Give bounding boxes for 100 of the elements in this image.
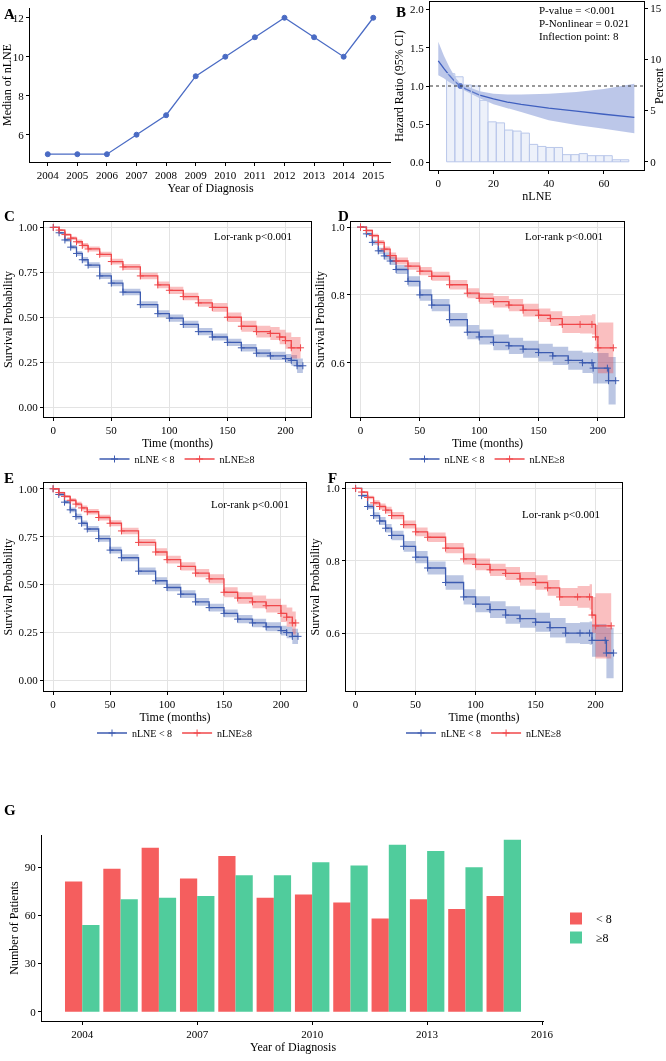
bar [120,899,138,1012]
y-axis-title: Median of nLNE [0,44,14,126]
y-tick-label: 0.00 [18,400,39,413]
y-tick-label: 0.50 [18,311,39,324]
chart-title: G [4,802,16,818]
point [587,358,596,367]
annotation: Lor-rank p<0.001 [211,498,290,510]
point [589,364,598,373]
point [44,151,51,158]
point [237,343,246,352]
y-tick-label: 0.25 [18,626,39,639]
bar [448,908,466,1012]
point [136,271,145,280]
x-axis-title: Time (months) [448,710,520,725]
x-tick-label: 2007 [186,1028,209,1041]
bar [82,925,100,1012]
point [194,298,203,307]
point [501,569,510,578]
point [427,301,436,310]
point [311,34,318,41]
y-tick-label: 90 [24,861,37,873]
bar [312,862,330,1012]
point [564,356,573,365]
x-tick-label: 50 [104,698,117,711]
y-tick-label: 0.6 [326,626,341,639]
y-tick-label: 0.75 [18,530,39,543]
x-tick-label: 50 [414,424,426,437]
bar [371,918,389,1012]
point [441,544,450,553]
x-tick-label: 2007 [125,169,149,182]
point [118,288,127,297]
x-tick-label: 200 [277,424,295,437]
point [392,257,401,265]
x-tick-label: 200 [272,698,290,711]
point [66,243,75,252]
point [118,262,127,271]
point [423,533,432,542]
bar [218,855,236,1012]
legend-label: nLNE < 8 [132,727,173,739]
y-tick-label: 0.50 [18,578,39,591]
point [163,555,172,564]
point [576,629,584,638]
x-tick-label: 2010 [214,169,237,182]
point [233,594,242,603]
point [546,623,554,632]
bar [141,847,159,1012]
legend-label: nLNE≥8 [526,727,562,739]
annotation: P-Nonlinear = 0.021 [539,17,630,29]
point [219,588,228,597]
x-tick-label: 200 [587,698,605,711]
point [576,320,585,329]
chart-title: A [4,6,15,22]
bar [294,894,313,1012]
point [219,609,228,618]
point [611,376,620,385]
y-tick-label: 1.00 [18,482,39,495]
point [555,592,564,601]
point [60,235,69,244]
chart-title: B [396,4,407,20]
point [463,289,472,298]
point [471,600,480,609]
bar [503,839,522,1012]
x-tick-label: 2004 [36,169,60,182]
bar [103,868,121,1012]
x-tick-label: 150 [527,698,545,711]
point [294,632,303,641]
y-tick-label: 0.75 [18,266,39,279]
y-tick-label: 1.5 [410,41,425,54]
point [163,112,170,119]
annotation: Inflection point: 8 [539,30,619,42]
x-tick-label: 50 [105,424,118,437]
point [531,618,540,627]
point [77,519,86,528]
point [591,621,600,630]
y-tick-label: 8 [18,89,25,102]
x-tick-label: 60 [598,177,610,190]
bar [350,865,368,1012]
x-tick-label: 2005 [66,169,89,182]
point [423,564,432,573]
point [83,525,92,534]
x-tick-label: 2016 [531,1028,554,1041]
bar [197,896,215,1012]
legend-label: < 8 [596,912,612,927]
point [281,14,288,21]
y-tick-label: 10 [12,50,25,63]
point [399,542,408,551]
legend-label: nLNE≥8 [217,727,253,739]
y-tick-label: 0.8 [326,554,341,567]
x-tick-label: 50 [410,698,422,711]
point [340,53,347,60]
point [296,343,305,352]
bar [465,867,483,1012]
x-tick-label: 150 [219,424,237,437]
x-tick-label: 2004 [71,1028,94,1041]
point [486,605,494,614]
y-tick-label: 1.00 [18,221,39,234]
bar [273,875,292,1012]
y-tick-label: 2.0 [410,3,425,16]
y-axis-title: Survival Probability [0,538,15,636]
point [222,53,229,60]
